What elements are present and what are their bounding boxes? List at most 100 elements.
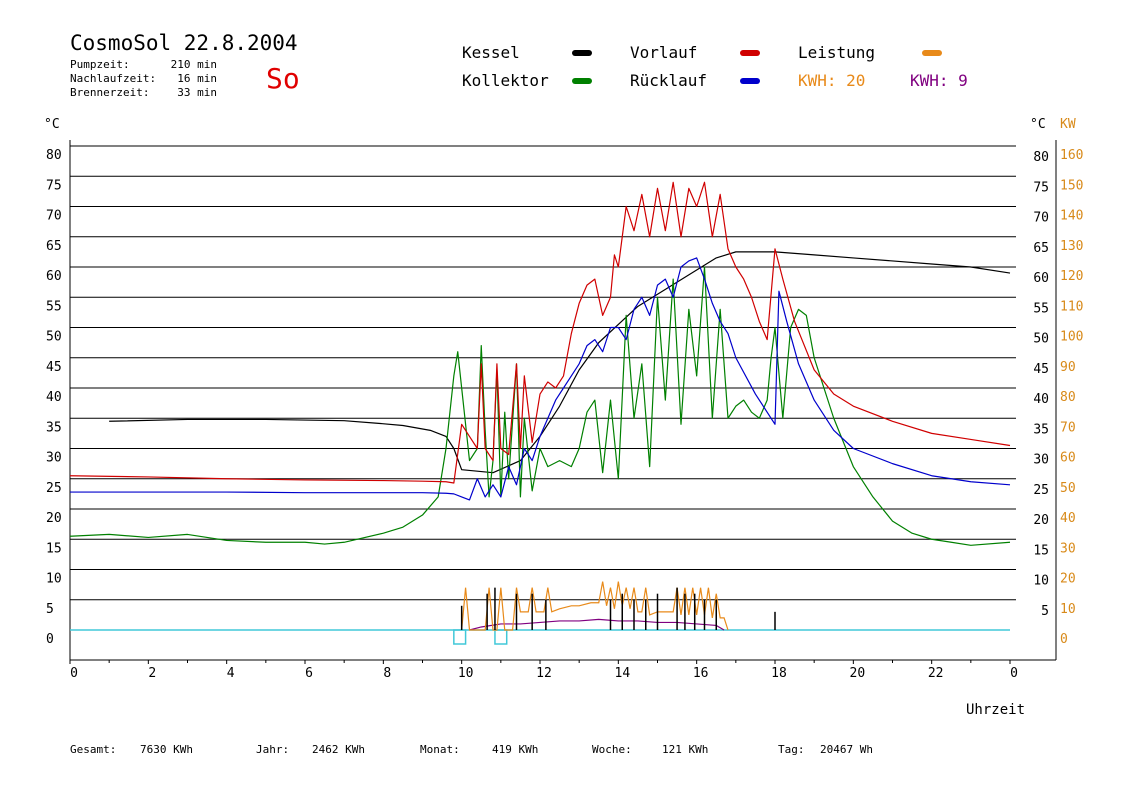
y-tick-label-kw: 40 <box>1060 511 1076 526</box>
footer-monat-label: Monat: <box>420 743 460 756</box>
legend-kessel-label: Kessel <box>462 43 520 62</box>
y-tick-label-right: 35 <box>1033 422 1049 437</box>
y-tick-label-kw: 0 <box>1060 632 1068 647</box>
x-tick-label: 2 <box>148 666 156 681</box>
y-tick-label-right: 50 <box>1033 332 1049 347</box>
legend-kollektor-swatch <box>572 78 592 84</box>
y-tick-label-right: 60 <box>1033 271 1049 286</box>
y-tick-label-kw: 30 <box>1060 541 1076 556</box>
footer-woche-label: Woche: <box>592 743 632 756</box>
y-tick-label-left: 70 <box>46 209 62 224</box>
y-tick-label-kw: 20 <box>1060 572 1076 587</box>
footer-gesamt-value: 7630 KWh <box>140 743 193 756</box>
x-tick-label: 4 <box>227 666 235 681</box>
y-tick-label-left: 10 <box>46 572 62 587</box>
y-tick-label-kw: 160 <box>1060 148 1083 163</box>
y-tick-label-left: 60 <box>46 269 62 284</box>
y-tick-label-kw: 10 <box>1060 602 1076 617</box>
series-layer <box>69 181 1011 645</box>
x-tick-label: 18 <box>771 666 787 681</box>
y-tick-label-right: 40 <box>1033 392 1049 407</box>
x-tick-label: 22 <box>928 666 944 681</box>
series-kessel <box>109 251 1011 474</box>
legend-vorlauf-label: Vorlauf <box>630 43 697 62</box>
y-tick-label-kw: 80 <box>1060 390 1076 405</box>
y-tick-label-left: 20 <box>46 511 62 526</box>
y-axis-left-unit: °C <box>44 117 60 132</box>
y-tick-label-kw: 70 <box>1060 420 1076 435</box>
x-tick-label: 16 <box>693 666 709 681</box>
legend-ruecklauf-swatch <box>740 78 760 84</box>
y-tick-label-right: 20 <box>1033 513 1049 528</box>
y-tick-label-kw: 150 <box>1060 178 1083 193</box>
footer-gesamt-label: Gesamt: <box>70 743 116 756</box>
footer-tag-label: Tag: <box>778 743 805 756</box>
legend-leistung-swatch <box>922 50 942 56</box>
info-value-pumpzeit: 210 min <box>171 58 217 71</box>
y-tick-label-kw: 120 <box>1060 269 1083 284</box>
chart-title: CosmoSol 22.8.2004 <box>70 31 298 55</box>
y-tick-label-left: 65 <box>46 239 62 254</box>
y-tick-label-left: 80 <box>46 148 62 163</box>
info-value-nachlaufzeit: 16 min <box>177 72 217 85</box>
y-axis-right2-unit: KW <box>1060 117 1076 132</box>
info-value-brennerzeit: 33 min <box>177 86 217 99</box>
x-tick-label: 14 <box>615 666 631 681</box>
y-tick-label-right: 45 <box>1033 362 1049 377</box>
y-tick-label-left: 30 <box>46 451 62 466</box>
y-tick-label-kw: 100 <box>1060 330 1083 345</box>
y-tick-label-left: 45 <box>46 360 62 375</box>
footer-jahr-label: Jahr: <box>256 743 289 756</box>
footer-monat-value: 419 KWh <box>492 743 538 756</box>
pump-marker <box>453 629 467 645</box>
y-tick-label-right: 70 <box>1033 211 1049 226</box>
y-tick-label-right: 15 <box>1033 543 1049 558</box>
pump-marker <box>494 629 508 645</box>
y-tick-label-right: 30 <box>1033 453 1049 468</box>
info-label-pumpzeit: Pumpzeit: <box>70 58 130 71</box>
x-tick-label: 12 <box>536 666 552 681</box>
y-axis-right-unit: °C <box>1030 117 1046 132</box>
y-tick-label-left: 15 <box>46 541 62 556</box>
y-tick-label-left: 0 <box>46 632 54 647</box>
info-label-nachlaufzeit: Nachlaufzeit: <box>70 72 156 85</box>
y-tick-label-left: 5 <box>46 602 54 617</box>
legend-kwh2-label: KWH: 9 <box>910 71 968 90</box>
x-tick-label: 0 <box>1010 666 1018 681</box>
y-tick-label-kw: 110 <box>1060 299 1083 314</box>
y-tick-label-right: 65 <box>1033 241 1049 256</box>
x-axis-label: Uhrzeit <box>966 702 1025 718</box>
footer-tag-value: 20467 Wh <box>820 743 873 756</box>
y-tick-label-left: 55 <box>46 299 62 314</box>
series-vorlauf <box>69 181 1011 484</box>
x-tick-label: 10 <box>458 666 474 681</box>
y-tick-label-right: 5 <box>1041 604 1049 619</box>
y-tick-label-right: 55 <box>1033 301 1049 316</box>
legend-kollektor-label: Kollektor <box>462 71 549 90</box>
footer-woche-value: 121 KWh <box>662 743 708 756</box>
day-label: So <box>266 62 300 95</box>
legend-kessel-swatch <box>572 50 592 56</box>
legend-kwh1-label: KWH: 20 <box>798 71 865 90</box>
series-kwh <box>469 618 725 631</box>
y-tick-label-left: 50 <box>46 330 62 345</box>
info-label-brennerzeit: Brennerzeit: <box>70 86 149 99</box>
y-tick-label-kw: 60 <box>1060 451 1076 466</box>
y-tick-label-kw: 130 <box>1060 239 1083 254</box>
y-tick-label-right: 75 <box>1033 180 1049 195</box>
y-tick-label-left: 40 <box>46 390 62 405</box>
legend-ruecklauf-label: Rücklauf <box>630 71 707 90</box>
y-tick-label-kw: 50 <box>1060 481 1076 496</box>
footer-jahr-value: 2462 KWh <box>312 743 365 756</box>
y-tick-label-kw: 90 <box>1060 360 1076 375</box>
series-kollektor <box>69 266 1011 546</box>
y-tick-label-left: 35 <box>46 420 62 435</box>
legend-vorlauf-swatch <box>740 50 760 56</box>
x-tick-label: 20 <box>850 666 866 681</box>
y-tick-label-right: 80 <box>1033 150 1049 165</box>
series-ruecklauf <box>70 257 1011 501</box>
y-tick-label-right: 10 <box>1033 574 1049 589</box>
x-tick-label: 6 <box>305 666 313 681</box>
x-tick-label: 8 <box>383 666 391 681</box>
